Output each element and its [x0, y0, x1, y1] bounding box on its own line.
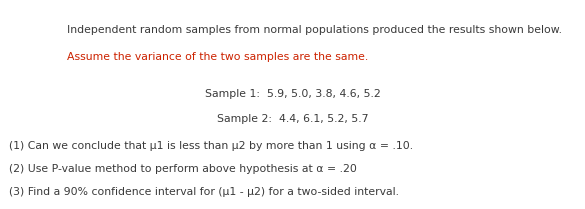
Text: Independent random samples from normal populations produced the results shown be: Independent random samples from normal p…	[67, 25, 562, 35]
Text: (3) Find a 90% confidence interval for (μ1 - μ2) for a two-sided interval.: (3) Find a 90% confidence interval for (…	[9, 187, 399, 197]
Text: (1) Can we conclude that μ1 is less than μ2 by more than 1 using α = .10.: (1) Can we conclude that μ1 is less than…	[9, 141, 413, 151]
Text: Sample 2:  4.4, 6.1, 5.2, 5.7: Sample 2: 4.4, 6.1, 5.2, 5.7	[217, 114, 368, 124]
Text: (2) Use P-value method to perform above hypothesis at α = .20: (2) Use P-value method to perform above …	[9, 164, 357, 174]
Text: Sample 1:  5.9, 5.0, 3.8, 4.6, 5.2: Sample 1: 5.9, 5.0, 3.8, 4.6, 5.2	[205, 89, 380, 99]
Text: Assume the variance of the two samples are the same.: Assume the variance of the two samples a…	[67, 52, 369, 62]
